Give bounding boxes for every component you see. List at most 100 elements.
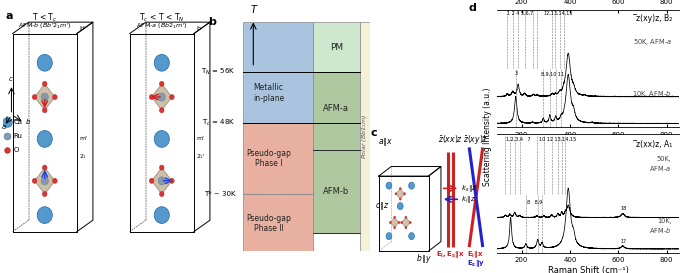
- Text: T$_c$ = 48K: T$_c$ = 48K: [202, 118, 236, 128]
- Text: a: a: [1, 124, 6, 130]
- Text: m': m': [196, 136, 204, 141]
- Text: T: T: [250, 5, 256, 15]
- Circle shape: [158, 93, 166, 101]
- Text: Scattering Intensity (a.u.): Scattering Intensity (a.u.): [483, 87, 493, 186]
- Text: $k_s\!\parallel\!z$: $k_s\!\parallel\!z$: [461, 183, 478, 194]
- Polygon shape: [34, 168, 55, 194]
- Text: b': b': [79, 26, 85, 31]
- Circle shape: [42, 165, 47, 170]
- Text: T$_N$ = 56K: T$_N$ = 56K: [201, 67, 236, 77]
- Text: 2₁': 2₁': [196, 154, 205, 159]
- Polygon shape: [34, 84, 55, 110]
- Text: T$_c$ < T < T$_N$: T$_c$ < T < T$_N$: [139, 11, 184, 24]
- Text: 10 12 13,14,15: 10 12 13,14,15: [538, 137, 576, 142]
- Circle shape: [405, 216, 407, 218]
- Circle shape: [160, 165, 164, 170]
- Text: b: b: [26, 120, 30, 126]
- Text: $k_i\!\parallel\!z$: $k_i\!\parallel\!z$: [461, 194, 477, 205]
- Circle shape: [154, 207, 169, 224]
- Circle shape: [398, 221, 400, 224]
- Circle shape: [42, 81, 47, 86]
- Circle shape: [160, 191, 164, 197]
- Text: Pseudo-gap
Phase II: Pseudo-gap Phase II: [246, 214, 291, 233]
- Text: Pseudo-gap
Phase I: Pseudo-gap Phase I: [246, 149, 291, 168]
- Polygon shape: [396, 189, 405, 199]
- Circle shape: [389, 221, 391, 224]
- Polygon shape: [151, 168, 172, 194]
- Circle shape: [37, 54, 52, 71]
- Circle shape: [403, 193, 406, 195]
- Bar: [313, 72, 360, 150]
- Text: $b\!\parallel\!y$: $b\!\parallel\!y$: [416, 252, 432, 265]
- Circle shape: [41, 177, 49, 185]
- Text: ̅z(xy)z, B₂: ̅z(xy)z, B₂: [637, 14, 673, 23]
- Circle shape: [399, 198, 401, 200]
- Text: $a\!\parallel\!x$: $a\!\parallel\!x$: [378, 136, 394, 148]
- Text: 12,13,14,15: 12,13,14,15: [544, 11, 573, 16]
- Circle shape: [32, 94, 37, 100]
- Bar: [313, 22, 360, 72]
- X-axis label: Raman Shift (cm⁻¹): Raman Shift (cm⁻¹): [547, 266, 629, 273]
- Text: $\bar{z}(xx)z$: $\bar{z}(xx)z$: [438, 133, 463, 145]
- Text: 1 2 4 5,6,7: 1 2 4 5,6,7: [507, 11, 534, 16]
- Circle shape: [170, 178, 174, 183]
- Circle shape: [37, 207, 52, 224]
- Circle shape: [397, 203, 403, 210]
- Text: 1,2,3,4   7: 1,2,3,4 7: [506, 137, 530, 142]
- Text: 8   8,9: 8 8,9: [527, 200, 543, 204]
- Circle shape: [394, 227, 396, 229]
- Text: O: O: [14, 147, 19, 153]
- Circle shape: [160, 81, 164, 86]
- Polygon shape: [401, 217, 410, 228]
- Text: $\mathbf{E_i\!\parallel\!x}$: $\mathbf{E_i\!\parallel\!x}$: [467, 249, 484, 260]
- Text: T < T$_c$: T < T$_c$: [32, 11, 58, 24]
- Circle shape: [149, 94, 154, 100]
- Circle shape: [386, 233, 392, 240]
- Circle shape: [32, 178, 37, 183]
- Polygon shape: [151, 84, 172, 110]
- Text: PM: PM: [329, 43, 343, 52]
- Circle shape: [41, 93, 49, 101]
- Text: AFM-a: AFM-a: [323, 105, 349, 114]
- Text: $\bar{z}(xy)z$: $\bar{z}(xy)z$: [464, 133, 488, 146]
- Bar: [313, 150, 360, 233]
- Polygon shape: [390, 217, 399, 228]
- Text: Ru: Ru: [14, 133, 23, 140]
- Text: 3: 3: [514, 71, 517, 76]
- Circle shape: [409, 233, 414, 240]
- Text: b: b: [196, 26, 200, 31]
- Circle shape: [386, 182, 392, 189]
- Text: AFM-$a$ ($Bb2_1m'$): AFM-$a$ ($Bb2_1m'$): [136, 21, 188, 31]
- Circle shape: [154, 54, 169, 71]
- Circle shape: [399, 187, 401, 190]
- Text: 50K,
AFM-$a$: 50K, AFM-$a$: [649, 156, 671, 173]
- Text: c: c: [9, 76, 13, 82]
- Circle shape: [42, 108, 47, 113]
- Circle shape: [394, 216, 396, 218]
- Text: AFM-b: AFM-b: [323, 187, 349, 196]
- Text: $\mathbf{E_i, E_s\!\parallel\!x}$: $\mathbf{E_i, E_s\!\parallel\!x}$: [436, 250, 465, 260]
- Circle shape: [154, 130, 169, 147]
- Text: Ca: Ca: [14, 120, 23, 125]
- Text: 17: 17: [620, 239, 626, 244]
- Circle shape: [395, 193, 397, 195]
- Text: $\mathbf{E_s\!\parallel\!y}$: $\mathbf{E_s\!\parallel\!y}$: [466, 259, 485, 269]
- Circle shape: [42, 191, 47, 197]
- Bar: [243, 194, 313, 251]
- Bar: [243, 123, 313, 194]
- Circle shape: [409, 182, 414, 189]
- Circle shape: [170, 94, 174, 100]
- Text: d: d: [469, 2, 476, 13]
- Text: AFM-$b$ ($Bb'2_1m'$): AFM-$b$ ($Bb'2_1m'$): [18, 21, 71, 31]
- Text: Metallic
in-plane: Metallic in-plane: [253, 83, 284, 103]
- Circle shape: [409, 221, 411, 224]
- Bar: [360, 22, 370, 251]
- Text: ̅z(xx)z, A₁: ̅z(xx)z, A₁: [637, 140, 673, 149]
- Text: 10K, AFM-$b$: 10K, AFM-$b$: [632, 89, 671, 99]
- Text: a: a: [5, 11, 13, 21]
- Text: c: c: [371, 128, 377, 138]
- Text: $c\!\parallel\!z$: $c\!\parallel\!z$: [375, 200, 390, 212]
- Circle shape: [53, 94, 57, 100]
- Text: b: b: [208, 17, 216, 27]
- Text: 10K,
AFM-$b$: 10K, AFM-$b$: [649, 218, 671, 235]
